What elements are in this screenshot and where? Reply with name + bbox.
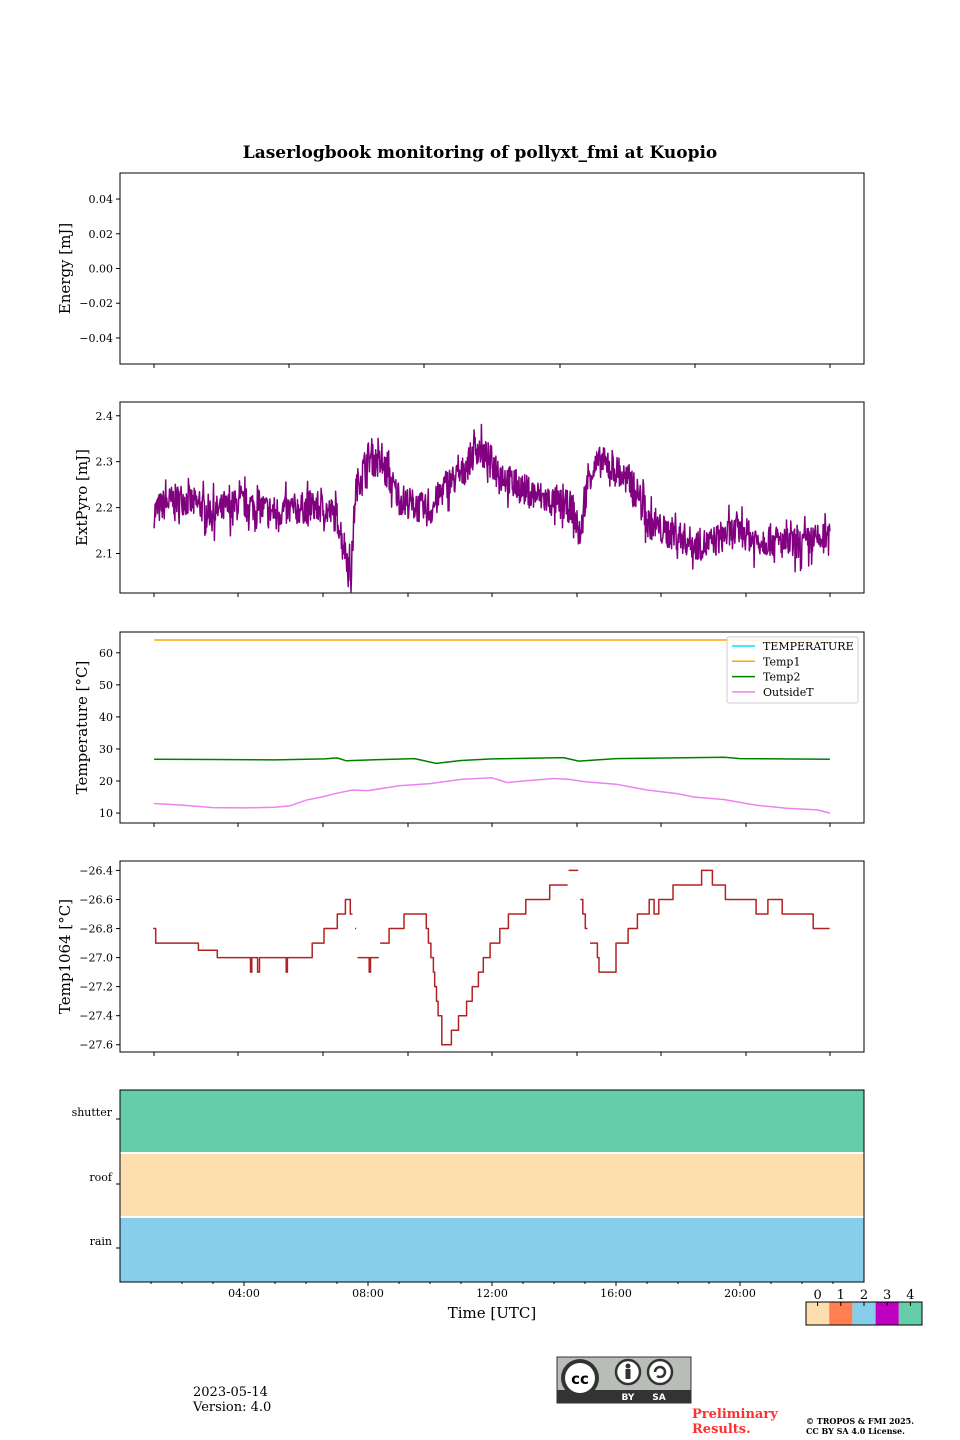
colorbar-swatch-0 (806, 1302, 830, 1325)
row-label-rain: rain (90, 1235, 112, 1248)
status-row-shutter (120, 1090, 864, 1152)
series-extpyro (153, 423, 831, 593)
axes-frame (119, 401, 865, 594)
legend-label-temp1: Temp1 (763, 655, 800, 668)
axes-frame (119, 172, 865, 365)
x-tick-label: 08:00 (352, 1287, 384, 1300)
series-temp1064 (153, 869, 830, 1046)
status-row-rain (120, 1218, 864, 1282)
colorbar-tick-label: 0 (813, 1288, 821, 1303)
y-axis-label: ExtPyro [mJ] (73, 449, 91, 546)
legend-box (726, 636, 859, 704)
legend: TEMPERATURE Temp1 Temp2 OutsideT (726, 636, 859, 704)
legend-label-temp2: Temp2 (763, 671, 800, 684)
y-tick-label: 2.1 (96, 548, 114, 561)
colorbar-swatch-3 (875, 1302, 899, 1325)
y-tick-label: −27.2 (79, 981, 113, 994)
x-tick-label: 20:00 (724, 1287, 756, 1300)
legend-label-outsidet: OutsideT (763, 686, 814, 699)
row-label-roof: roof (89, 1171, 113, 1184)
y-tick-label: 2.3 (96, 456, 114, 469)
copyright-line-2: CC BY SA 4.0 License. (806, 1426, 905, 1436)
y-tick-label: −26.6 (79, 893, 113, 906)
y-tick-label: 50 (99, 679, 113, 692)
y-tick-label: 2.2 (96, 502, 114, 515)
date-label: 2023-05-14 (193, 1385, 268, 1400)
row-label-shutter: shutter (72, 1106, 113, 1119)
y-axis-label: Temperature [°C] (73, 661, 91, 795)
footer: 2023-05-14 Version: 4.0 cc BY SA Prelimi… (192, 1356, 914, 1437)
y-tick-label: 0.00 (89, 263, 114, 276)
y-tick-label: −26.8 (79, 923, 113, 936)
y-tick-label: 60 (99, 647, 113, 660)
copyright-line-1: © TROPOS & FMI 2025. (806, 1416, 914, 1426)
panel-energy: 0.04 0.02 0.00 −0.02 −0.04 Energy [mJ] (56, 172, 865, 368)
colorbar-swatch-1 (829, 1302, 853, 1325)
figure-title: Laserlogbook monitoring of pollyxt_fmi a… (243, 143, 718, 163)
cc-by-sa-badge: cc BY SA (556, 1356, 692, 1404)
plot-area (153, 423, 831, 593)
y-tick-label: 10 (99, 807, 113, 820)
axes-frame (119, 631, 865, 824)
panel-extpyro: 2.1 2.2 2.3 2.4 ExtPyro [mJ] (73, 401, 865, 597)
colorbar-tick-label: 2 (860, 1288, 868, 1303)
plot-area (154, 639, 831, 814)
cc-text: cc (571, 1370, 589, 1388)
axes-frame (119, 860, 865, 1053)
y-axis-label: Energy [mJ] (56, 223, 74, 314)
y-tick-label: −27.4 (79, 1010, 113, 1023)
colorbar-tick-label: 4 (906, 1288, 914, 1303)
x-axis-label: Time [UTC] (448, 1304, 537, 1322)
colorbar-tick-label: 1 (837, 1288, 845, 1303)
y-axis-label: Temp1064 [°C] (56, 899, 74, 1014)
status-row-roof (120, 1154, 864, 1216)
version-label: Version: 4.0 (192, 1400, 271, 1415)
preliminary-text-2: Results. (692, 1422, 751, 1437)
colorbar-swatch-4 (898, 1302, 922, 1325)
y-tick-label: 0.04 (89, 193, 114, 206)
y-tick-label: −27.0 (79, 952, 113, 965)
y-tick-label: −0.02 (79, 297, 113, 310)
panel-temp1064: −26.4 −26.6 −26.8 −27.0 −27.2 −27.4 −27.6 Temp1… (56, 860, 865, 1056)
y-tick-label: −27.6 (79, 1039, 113, 1052)
legend-label-temperature: TEMPERATURE (763, 640, 854, 653)
y-tick-label: 40 (99, 711, 113, 724)
series-temp2 (154, 756, 830, 765)
colorbar-swatch-2 (852, 1302, 876, 1325)
colorbar-frame (805, 1301, 923, 1326)
y-tick-label: 2.4 (96, 410, 114, 423)
x-tick-label: 16:00 (600, 1287, 632, 1300)
preliminary-text-1: Preliminary (692, 1407, 778, 1422)
y-tick-label: 0.02 (89, 228, 114, 241)
sa-text: SA (652, 1393, 665, 1403)
x-tick-label: 12:00 (476, 1287, 508, 1300)
y-tick-label: −26.4 (79, 864, 113, 877)
series-outsidet (154, 777, 831, 814)
y-tick-label: 30 (99, 743, 113, 756)
y-tick-label: −0.04 (79, 332, 113, 345)
panel-status: shutter roof rain 04:00 08:00 12:00 16:00 20:00… (72, 1089, 865, 1322)
y-tick-label: 20 (99, 775, 113, 788)
x-tick-label: 04:00 (228, 1287, 260, 1300)
by-text: BY (622, 1393, 635, 1403)
sa-icon (646, 1358, 674, 1386)
colorbar-tick-label: 3 (883, 1288, 891, 1303)
plot-area (153, 869, 830, 1046)
